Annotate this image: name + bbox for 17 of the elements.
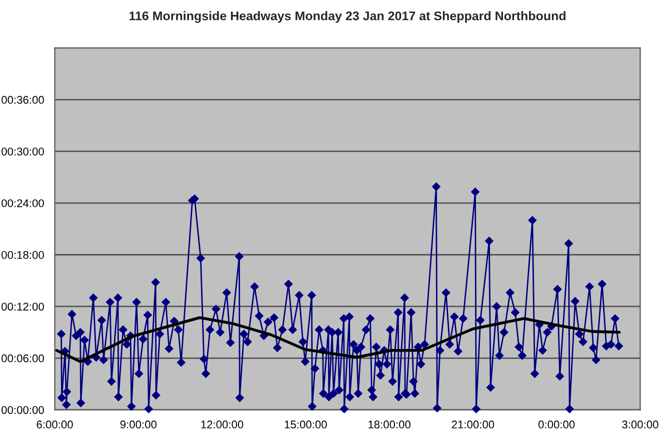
x-tick-label: 9:00:00 [120,420,157,428]
y-tick-label: 00:24:00 [2,199,44,208]
x-tick-label: 12:00:00 [201,420,244,428]
y-tick-label: 00:06:00 [2,354,44,362]
x-tick-label: 6:00:00 [36,420,73,428]
y-tick-label: 00:12:00 [2,302,44,311]
y-tick-label: 00:18:00 [2,251,44,259]
x-tick-label: 21:00:00 [452,420,494,428]
x-tick-label: 15:00:00 [284,420,327,428]
x-tick-label: 18:00:00 [368,420,410,428]
line-series [55,316,621,363]
y-tick-label: 00:00:00 [2,406,44,414]
x-tick-label: 0:00:00 [538,420,575,428]
chart-title: 116 Morningside Headways Monday 23 Jan 2017 at Sheppard Northbound [129,11,566,23]
y-tick-label: 00:30:00 [2,148,44,156]
y-tick-label: 00:36:00 [2,96,44,104]
x-tick-label: 3:00:00 [622,420,658,428]
